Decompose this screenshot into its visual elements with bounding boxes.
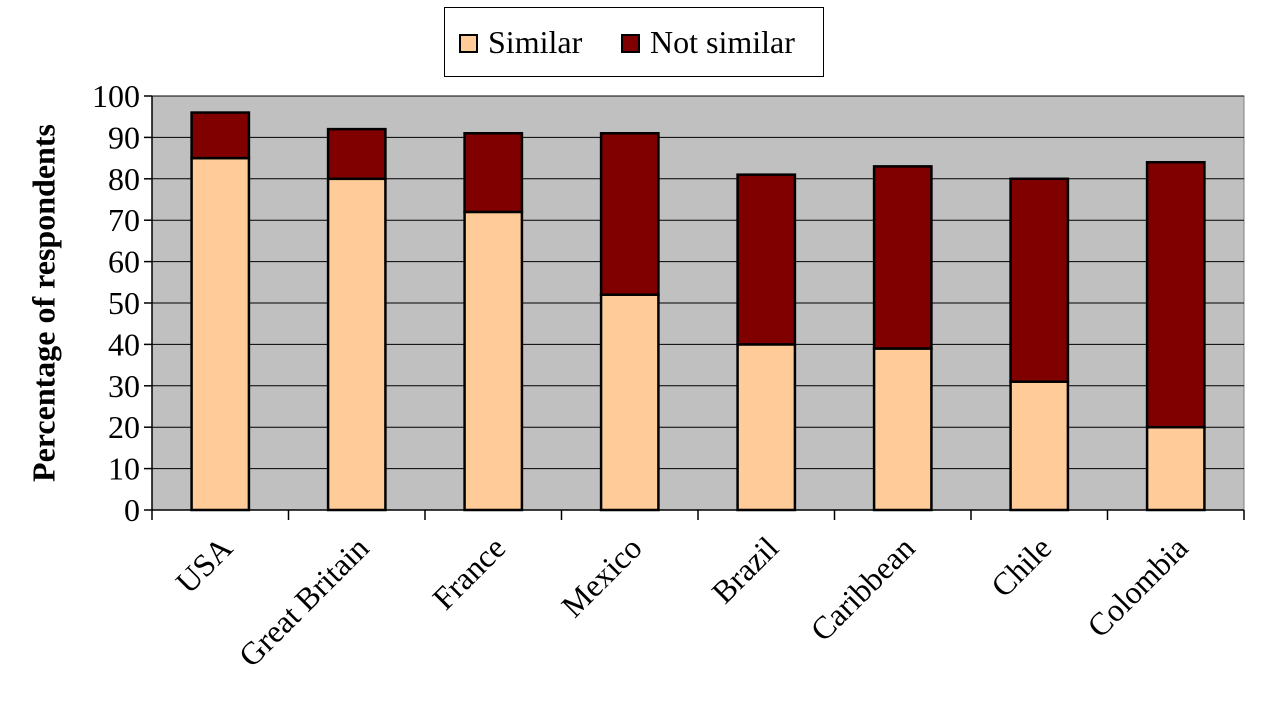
x-tick-label: France (425, 529, 512, 616)
bar-similar-great-britain (326, 177, 387, 512)
legend-swatch-not-similar (621, 34, 640, 53)
bar-similar-brazil (736, 343, 797, 512)
bars (190, 111, 1206, 512)
bar-similar-usa (190, 156, 251, 512)
bar-not-similar-brazil (736, 173, 797, 346)
bar-not-similar-caribbean (872, 165, 933, 350)
y-tick-label: 70 (108, 202, 140, 238)
y-tick-label: 90 (108, 119, 140, 155)
y-tick-label: 60 (108, 244, 140, 280)
x-tick-label: Mexico (554, 529, 649, 624)
bar-similar-caribbean (872, 347, 933, 512)
x-tick-label: Great Britain (231, 529, 375, 673)
legend-label-not-similar: Not similar (650, 24, 795, 60)
x-tick-label: USA (168, 529, 239, 600)
y-tick-labels: 0 10 20 30 40 50 60 70 80 90 100 (92, 78, 140, 528)
bar-similar-france (463, 210, 524, 512)
y-tick-label: 40 (108, 326, 140, 362)
x-tick-label: Chile (984, 529, 1058, 603)
y-tick-label: 20 (108, 409, 140, 445)
bar-not-similar-great-britain (326, 127, 387, 181)
x-tick-label: Brazil (704, 529, 785, 610)
legend-swatch-similar (459, 34, 478, 53)
y-axis-label: Percentage of respondents (25, 124, 62, 482)
bar-not-similar-france (463, 132, 524, 214)
bar-similar-colombia (1145, 425, 1206, 512)
legend-label-similar: Similar (488, 24, 583, 60)
y-tick-label: 80 (108, 161, 140, 197)
bar-not-similar-usa (190, 111, 251, 160)
y-tick-label: 100 (92, 78, 140, 114)
y-tick-label: 50 (108, 285, 140, 321)
bar-not-similar-colombia (1145, 160, 1206, 429)
x-tick-label: Caribbean (803, 529, 921, 647)
legend: Similar Not similar (444, 7, 824, 77)
y-tick-label: 10 (108, 451, 140, 487)
bar-similar-mexico (599, 293, 660, 512)
axes (144, 95, 1245, 520)
y-tick-label: 30 (108, 368, 140, 404)
bar-not-similar-mexico (599, 132, 660, 296)
bar-similar-chile (1009, 380, 1070, 512)
y-tick-label: 0 (124, 492, 140, 528)
bar-not-similar-chile (1009, 177, 1070, 383)
x-tick-label: Colombia (1080, 529, 1195, 644)
